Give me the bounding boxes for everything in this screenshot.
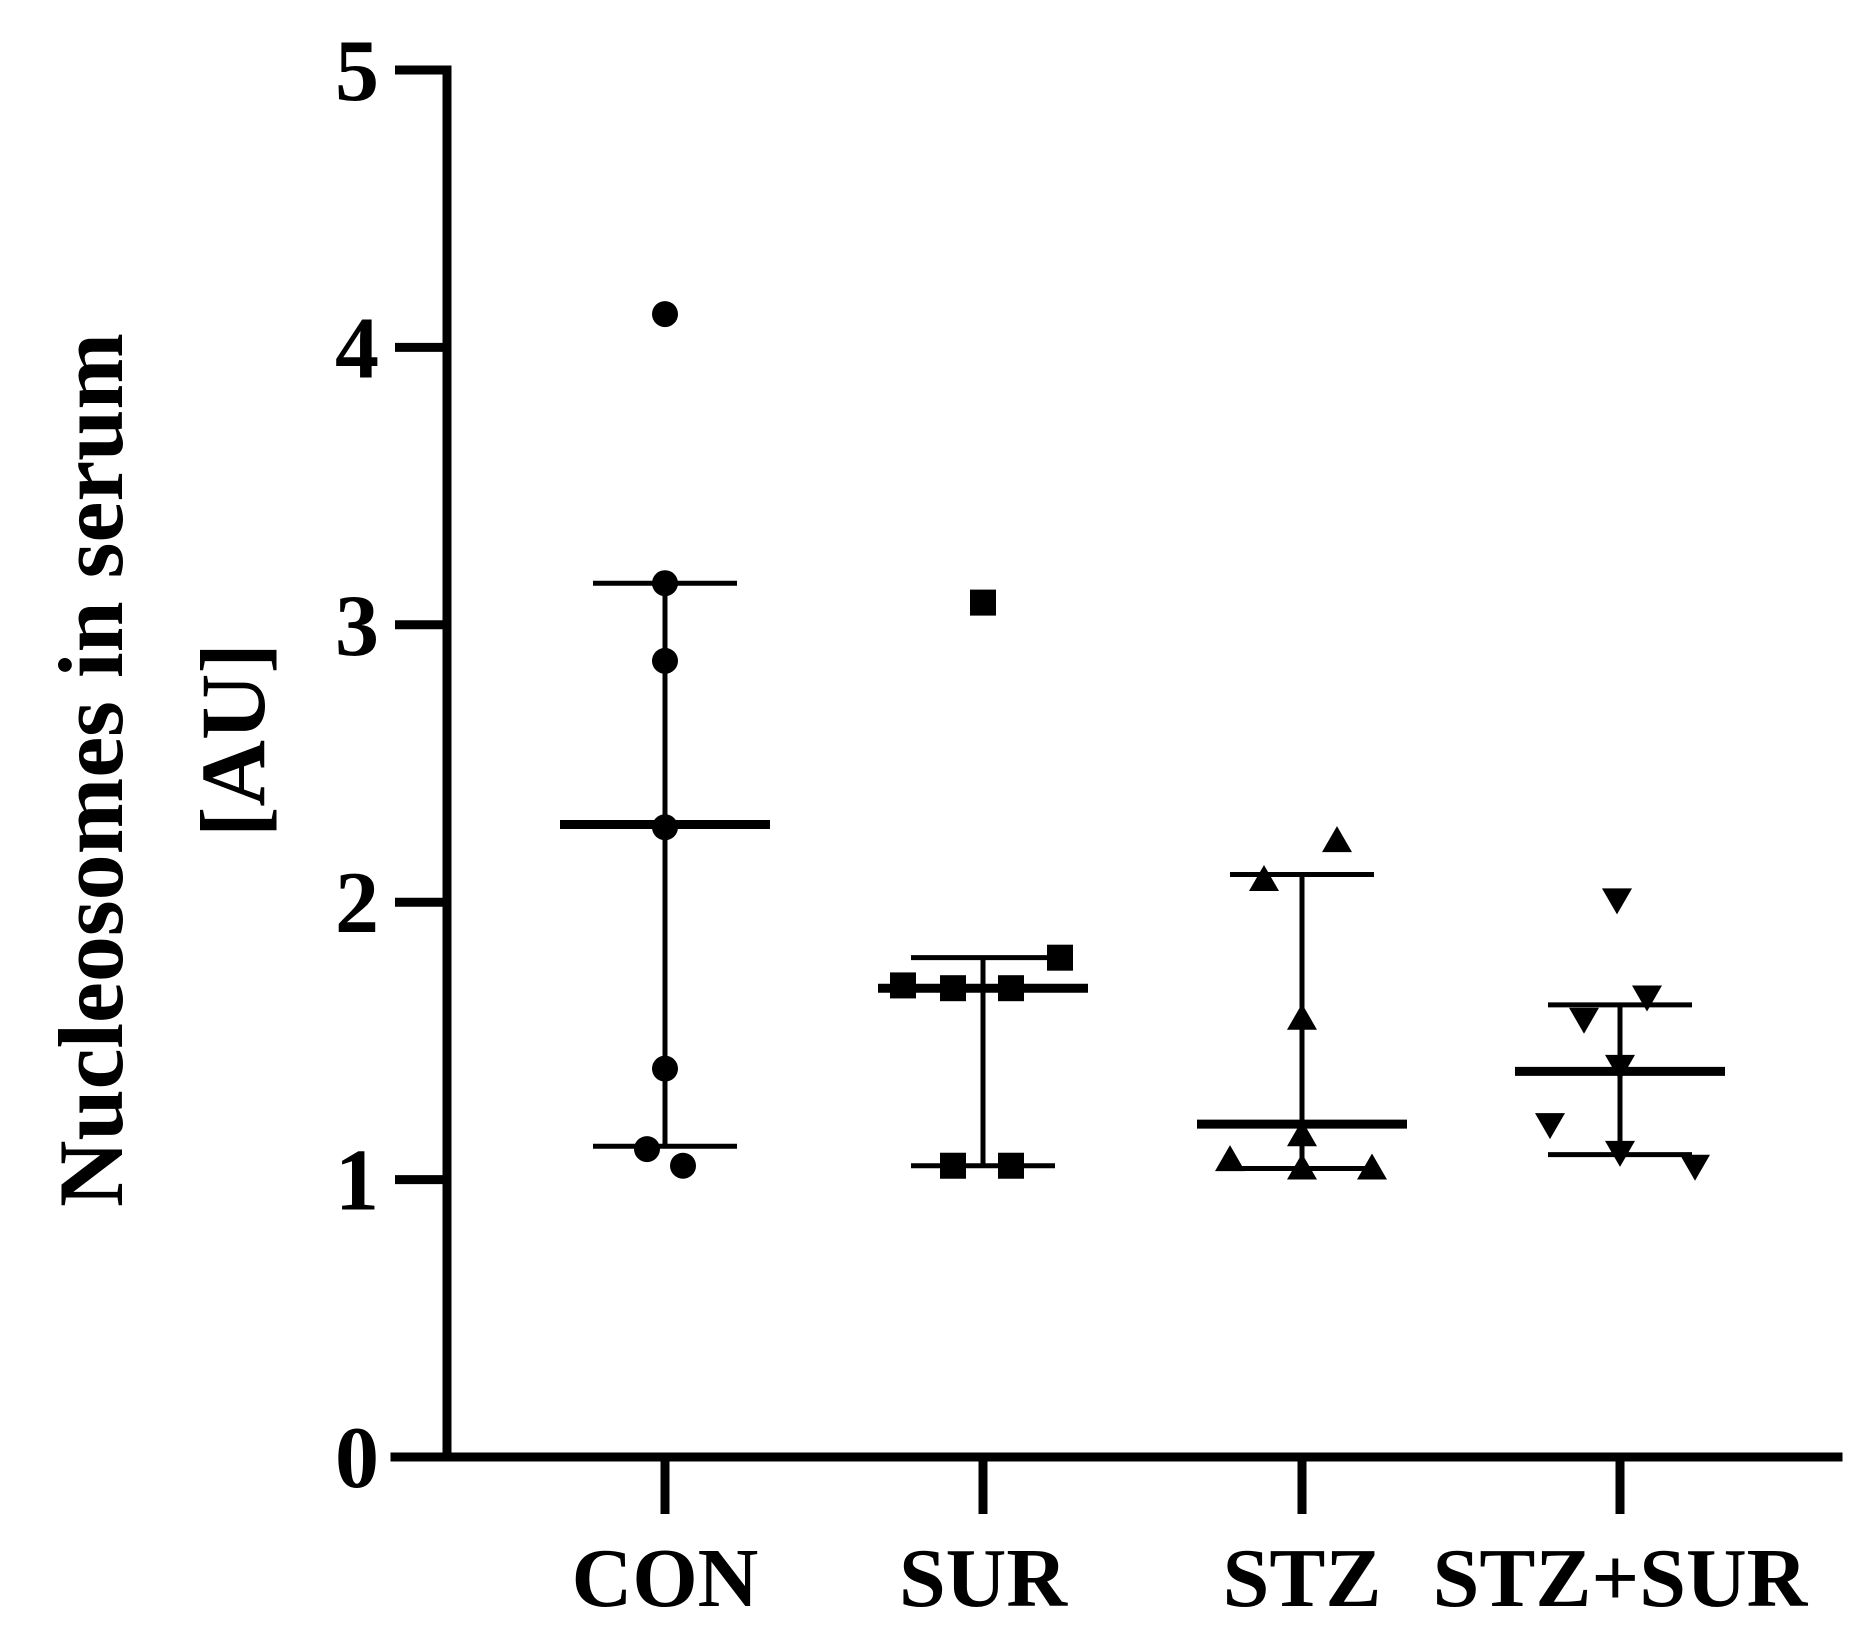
data-point <box>1357 1153 1387 1180</box>
data-point <box>670 1152 696 1179</box>
y-axis-unit-label: [AU] <box>182 643 284 837</box>
data-point <box>998 1152 1024 1179</box>
data-point <box>1047 944 1073 971</box>
data-point <box>1535 1113 1565 1140</box>
data-point <box>652 1055 678 1082</box>
x-tick-label: SUR <box>899 1532 1068 1625</box>
data-point <box>1602 888 1632 915</box>
error-bars <box>593 580 1692 1172</box>
data-point <box>634 1136 660 1163</box>
data-point <box>1249 865 1279 892</box>
y-axis: 0 1 2 3 4 5 <box>335 23 452 1507</box>
data-point <box>1287 1120 1317 1147</box>
data-point <box>940 1152 966 1179</box>
y-tick-label: 2 <box>335 855 379 952</box>
y-tick-label: 0 <box>335 1410 379 1507</box>
y-tick-label: 3 <box>335 578 379 675</box>
y-axis-label: Nucleosomes in serum <box>40 333 142 1207</box>
data-point <box>1569 1007 1599 1034</box>
y-tick-label: 4 <box>335 300 379 397</box>
x-tick-label: STZ <box>1223 1532 1382 1625</box>
data-point <box>652 647 678 674</box>
data-point <box>1680 1154 1710 1181</box>
y-tick-label: 1 <box>335 1133 379 1230</box>
mean-lines <box>560 820 1725 1129</box>
data-point <box>940 975 966 1002</box>
data-point <box>652 814 678 841</box>
x-axis: CON SUR STZ STZ+SUR <box>390 1452 1843 1625</box>
data-point <box>652 301 678 328</box>
x-tick-label: STZ+SUR <box>1433 1532 1809 1625</box>
data-point <box>1632 985 1662 1012</box>
data-point <box>998 975 1024 1002</box>
data-point <box>1322 826 1352 853</box>
data-points <box>634 301 1710 1181</box>
y-tick-label: 5 <box>335 23 379 120</box>
data-point <box>970 589 996 616</box>
data-point <box>1605 1054 1635 1081</box>
x-tick-label: CON <box>572 1532 759 1625</box>
data-point <box>1605 1140 1635 1167</box>
data-point <box>1215 1145 1245 1172</box>
data-point <box>1287 1003 1317 1030</box>
data-point <box>652 570 678 597</box>
data-point <box>1287 1153 1317 1180</box>
data-point <box>890 972 916 999</box>
